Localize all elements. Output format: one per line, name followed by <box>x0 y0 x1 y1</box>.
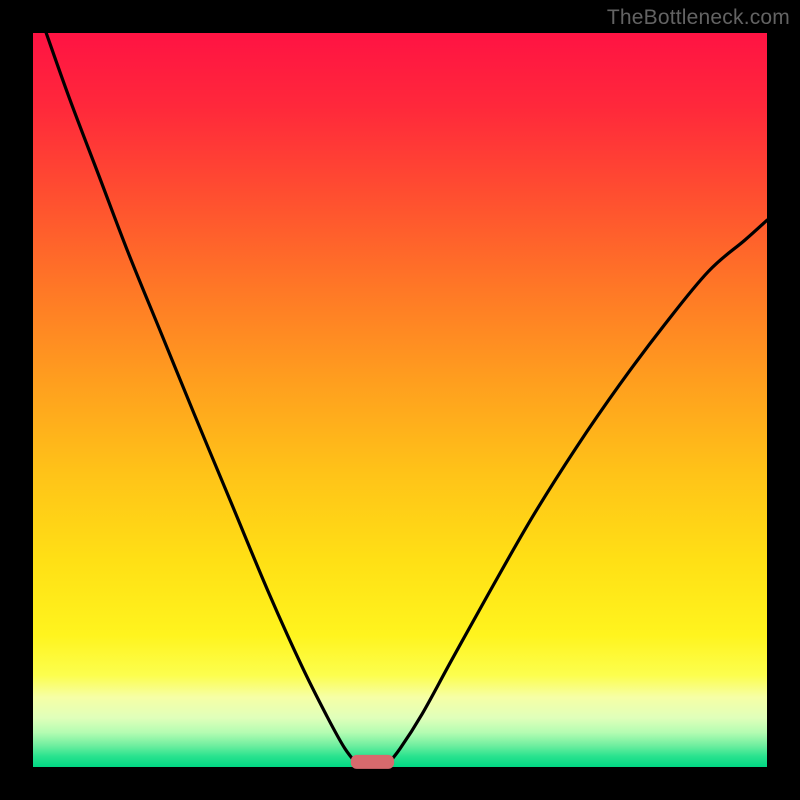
optimal-marker <box>351 755 394 769</box>
bottleneck-chart <box>0 0 800 800</box>
chart-container: { "watermark": { "text": "TheBottleneck.… <box>0 0 800 800</box>
watermark-text: TheBottleneck.com <box>607 6 790 30</box>
plot-background <box>33 33 767 767</box>
